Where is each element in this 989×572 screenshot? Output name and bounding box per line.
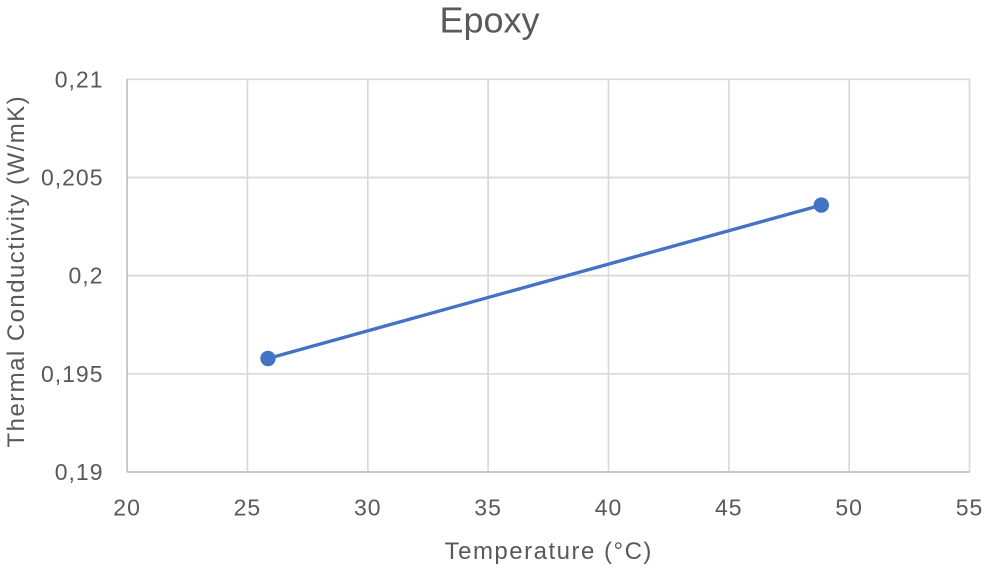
svg-text:0,2: 0,2 xyxy=(69,263,104,289)
svg-text:0,205: 0,205 xyxy=(41,165,104,191)
svg-text:Temperature (°C): Temperature (°C) xyxy=(445,538,653,565)
svg-text:0,21: 0,21 xyxy=(55,66,104,92)
svg-text:30: 30 xyxy=(354,495,382,521)
svg-text:0,195: 0,195 xyxy=(41,361,104,387)
svg-text:55: 55 xyxy=(956,495,984,521)
svg-text:Epoxy: Epoxy xyxy=(439,0,539,40)
svg-text:20: 20 xyxy=(113,495,141,521)
svg-text:50: 50 xyxy=(835,495,863,521)
svg-text:0,19: 0,19 xyxy=(55,459,104,485)
svg-text:Thermal Conductivity (W/mK): Thermal Conductivity (W/mK) xyxy=(3,95,30,448)
svg-text:40: 40 xyxy=(595,495,623,521)
svg-text:45: 45 xyxy=(715,495,743,521)
svg-text:35: 35 xyxy=(474,495,502,521)
svg-text:25: 25 xyxy=(234,495,262,521)
